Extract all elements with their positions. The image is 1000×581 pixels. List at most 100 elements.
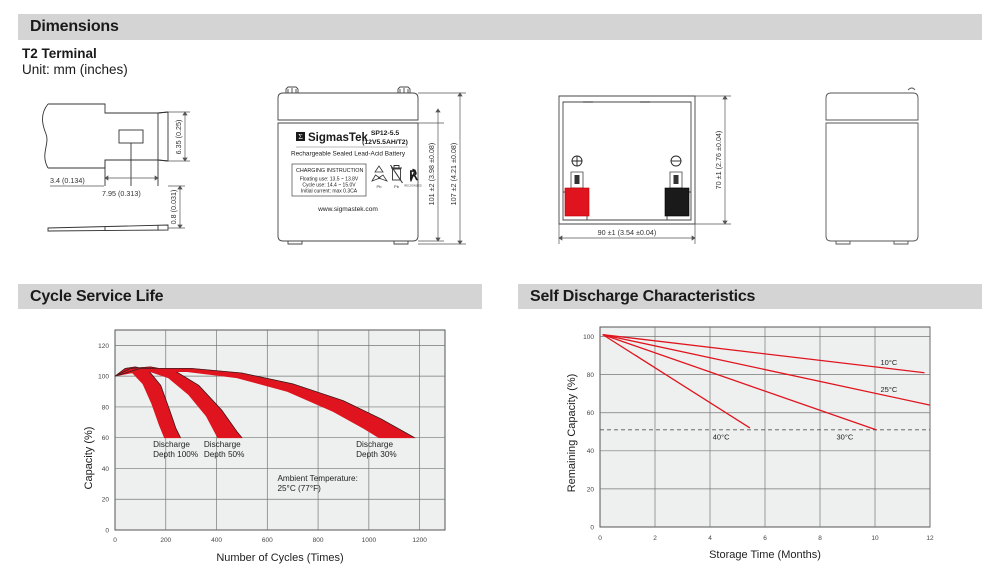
- terminal-thickness-dim: 0.8 (0.031): [169, 190, 178, 225]
- cycle-data-bands: [114, 366, 417, 439]
- charging-line-1: Cycle use: 14.4 ~ 15.0V: [302, 183, 356, 189]
- self-discharge-series-label: 30°C: [837, 432, 854, 441]
- cycle-y-tick: 100: [98, 374, 109, 381]
- cycle-x-tick: 0: [113, 537, 117, 544]
- self-discharge-series-label: 40°C: [713, 432, 730, 441]
- negative-terminal: [664, 171, 690, 217]
- cycle-y-tick: 120: [98, 343, 109, 350]
- bin-mark-caption: Pb: [394, 184, 400, 189]
- self-discharge-x-axis-title: Storage Time (Months): [709, 549, 821, 561]
- self-discharge-series-label: 10°C: [881, 358, 898, 367]
- ul-mark-caption: RECOGNIZED: [404, 184, 421, 188]
- charging-line-2: Initial current: max 0.3CA: [301, 189, 358, 195]
- battery-side-view: [825, 87, 919, 245]
- cycle-y-tick: 0: [105, 527, 109, 534]
- self-discharge-series-labels: 10°C 25°C 30°C 40°C: [713, 358, 898, 441]
- top-width-dim: 90 ±1 (3.54 ±0.04): [598, 228, 657, 237]
- cycle-annotation-line: Depth 100%: [153, 450, 198, 459]
- ul-mark: ℟ RECOGNIZED: [404, 168, 421, 188]
- label-brand: SigmasTek: [308, 132, 368, 144]
- cycle-x-tick: 800: [313, 537, 324, 544]
- self-discharge-x-tick: 12: [926, 535, 934, 542]
- self-discharge-x-tick: 0: [598, 535, 602, 542]
- cycle-x-tick: 600: [262, 537, 273, 544]
- recycle-mark-caption: Pb: [377, 184, 383, 189]
- wheelie-bin-pb-mark: Pb: [390, 164, 403, 189]
- label-model: SP12-5.5: [371, 130, 400, 137]
- self-discharge-y-tick: 80: [587, 372, 595, 379]
- label-website: www.sigmastek.com: [317, 206, 378, 213]
- svg-text:Σ: Σ: [298, 132, 302, 141]
- battery-top-view: 70 ±1 (2.76 ±0.04) 90 ±1 (3.54 ±0.04): [558, 95, 731, 244]
- recycle-pb-mark: Pb: [371, 165, 388, 189]
- self-discharge-y-tick-labels: 0 20 40 60 80 100: [583, 334, 594, 531]
- cycle-annotation-line: Discharge: [356, 440, 393, 449]
- self-discharge-y-tick: 100: [583, 334, 594, 341]
- charging-line-0: Floating use: 13.5 ~ 13.8V: [300, 177, 359, 183]
- section-header-dimensions: Dimensions: [18, 14, 982, 40]
- label-spec: (12V5.5AH/T2): [362, 139, 408, 146]
- charging-instruction-box: [291, 163, 367, 197]
- cycle-band-outline: [114, 366, 243, 438]
- cycle-annotation-line: 25°C (77°F): [277, 484, 321, 493]
- section-title-dimensions: Dimensions: [30, 18, 119, 35]
- svg-text:℟: ℟: [409, 168, 419, 183]
- cycle-x-tick-labels: 0 200 400 600 800 1000 1200: [113, 537, 427, 544]
- label-description: Rechargeable Sealed Lead-Acid Battery: [291, 151, 406, 158]
- cycle-band-outline: [114, 366, 181, 438]
- section-header-cycle-service-life: Cycle Service Life: [18, 284, 482, 309]
- cycle-x-tick: 1000: [362, 537, 377, 544]
- self-discharge-y-tick: 40: [587, 448, 595, 455]
- self-discharge-y-tick: 20: [587, 486, 595, 493]
- unit-note-label: Unit: mm (inches): [22, 62, 128, 77]
- cycle-x-tick: 1200: [412, 537, 427, 544]
- self-discharge-x-tick: 6: [763, 535, 767, 542]
- cycle-x-axis-title: Number of Cycles (Times): [216, 552, 343, 564]
- self-discharge-x-tick-labels: 0 2 4 6 8 10 12: [598, 535, 934, 542]
- cycle-annotation-line: Discharge: [153, 440, 190, 449]
- cycle-service-life-chart: 0 20 40 60 80 100 120 0 200 400 600 800 1000 1200 Di…: [83, 329, 446, 564]
- front-overall-height-dim: 107 ±2 (4.21 ±0.08): [449, 143, 458, 206]
- self-discharge-y-tick: 60: [587, 410, 595, 417]
- self-discharge-line: [602, 333, 925, 374]
- section-header-self-discharge: Self Discharge Characteristics: [518, 284, 982, 309]
- positive-terminal-symbol: [571, 155, 583, 167]
- self-discharge-x-tick: 10: [871, 535, 879, 542]
- cycle-band-outline: [114, 368, 415, 438]
- self-discharge-series-label: 25°C: [881, 385, 898, 394]
- cycle-annotation-line: Depth 50%: [204, 450, 245, 459]
- cycle-annotation-line: Discharge: [204, 440, 241, 449]
- battery-front-view: Σ SigmasTek SP12-5.5 (12V5.5AH/T2) Recha…: [277, 86, 466, 245]
- terminal-width-dim: 7.95 (0.313): [102, 189, 141, 198]
- self-discharge-series-lines: [602, 333, 931, 431]
- self-discharge-line: [602, 334, 877, 431]
- negative-terminal-symbol: [670, 155, 682, 167]
- self-discharge-line: [602, 334, 751, 429]
- cycle-y-tick: 80: [102, 404, 110, 411]
- cycle-x-tick: 200: [160, 537, 171, 544]
- cycle-y-axis-title: Capacity (%): [83, 427, 95, 490]
- terminal-height-dim: 6.35 (0.25): [174, 120, 183, 155]
- terminal-offset-dim: 3.4 (0.134): [50, 176, 85, 185]
- section-title-cycle-service-life: Cycle Service Life: [30, 287, 164, 305]
- cycle-y-tick-labels: 0 20 40 60 80 100 120: [98, 343, 109, 535]
- self-discharge-line: [602, 333, 931, 406]
- top-depth-dim: 70 ±1 (2.76 ±0.04): [714, 131, 723, 190]
- cycle-y-tick: 40: [102, 466, 110, 473]
- charging-title: CHARGING INSTRUCTION: [296, 168, 363, 174]
- cycle-y-tick: 60: [102, 435, 110, 442]
- cycle-annotation-line: Ambient Temperature:: [277, 474, 357, 483]
- front-container-height-dim: 101 ±2 (3.98 ±0.08): [427, 143, 436, 206]
- cycle-annotation-line: Depth 30%: [356, 450, 397, 459]
- self-discharge-x-tick: 8: [818, 535, 822, 542]
- section-title-self-discharge: Self Discharge Characteristics: [530, 287, 756, 305]
- self-discharge-y-tick: 0: [590, 524, 594, 531]
- cycle-y-tick: 20: [102, 497, 110, 504]
- self-discharge-x-tick: 4: [708, 535, 712, 542]
- self-discharge-x-tick: 2: [653, 535, 657, 542]
- terminal-type-label: T2 Terminal: [22, 46, 97, 61]
- positive-terminal: [564, 171, 590, 217]
- self-discharge-y-axis-title: Remaining Capacity (%): [566, 374, 578, 493]
